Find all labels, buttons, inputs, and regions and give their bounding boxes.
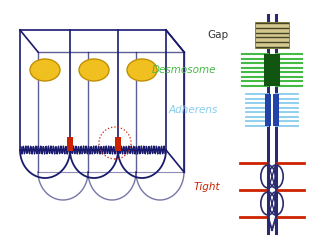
- Text: Desmosome: Desmosome: [151, 65, 216, 75]
- Bar: [264, 54, 272, 86]
- Bar: [272, 54, 280, 86]
- Bar: [255, 22, 289, 48]
- Bar: [115, 137, 121, 151]
- Ellipse shape: [79, 59, 109, 81]
- Ellipse shape: [127, 59, 157, 81]
- Text: Gap: Gap: [207, 30, 228, 40]
- Bar: [265, 94, 271, 126]
- Text: Tight: Tight: [193, 182, 220, 192]
- Bar: [67, 137, 73, 151]
- Bar: [273, 94, 279, 126]
- Text: Adherens: Adherens: [169, 105, 218, 115]
- Ellipse shape: [30, 59, 60, 81]
